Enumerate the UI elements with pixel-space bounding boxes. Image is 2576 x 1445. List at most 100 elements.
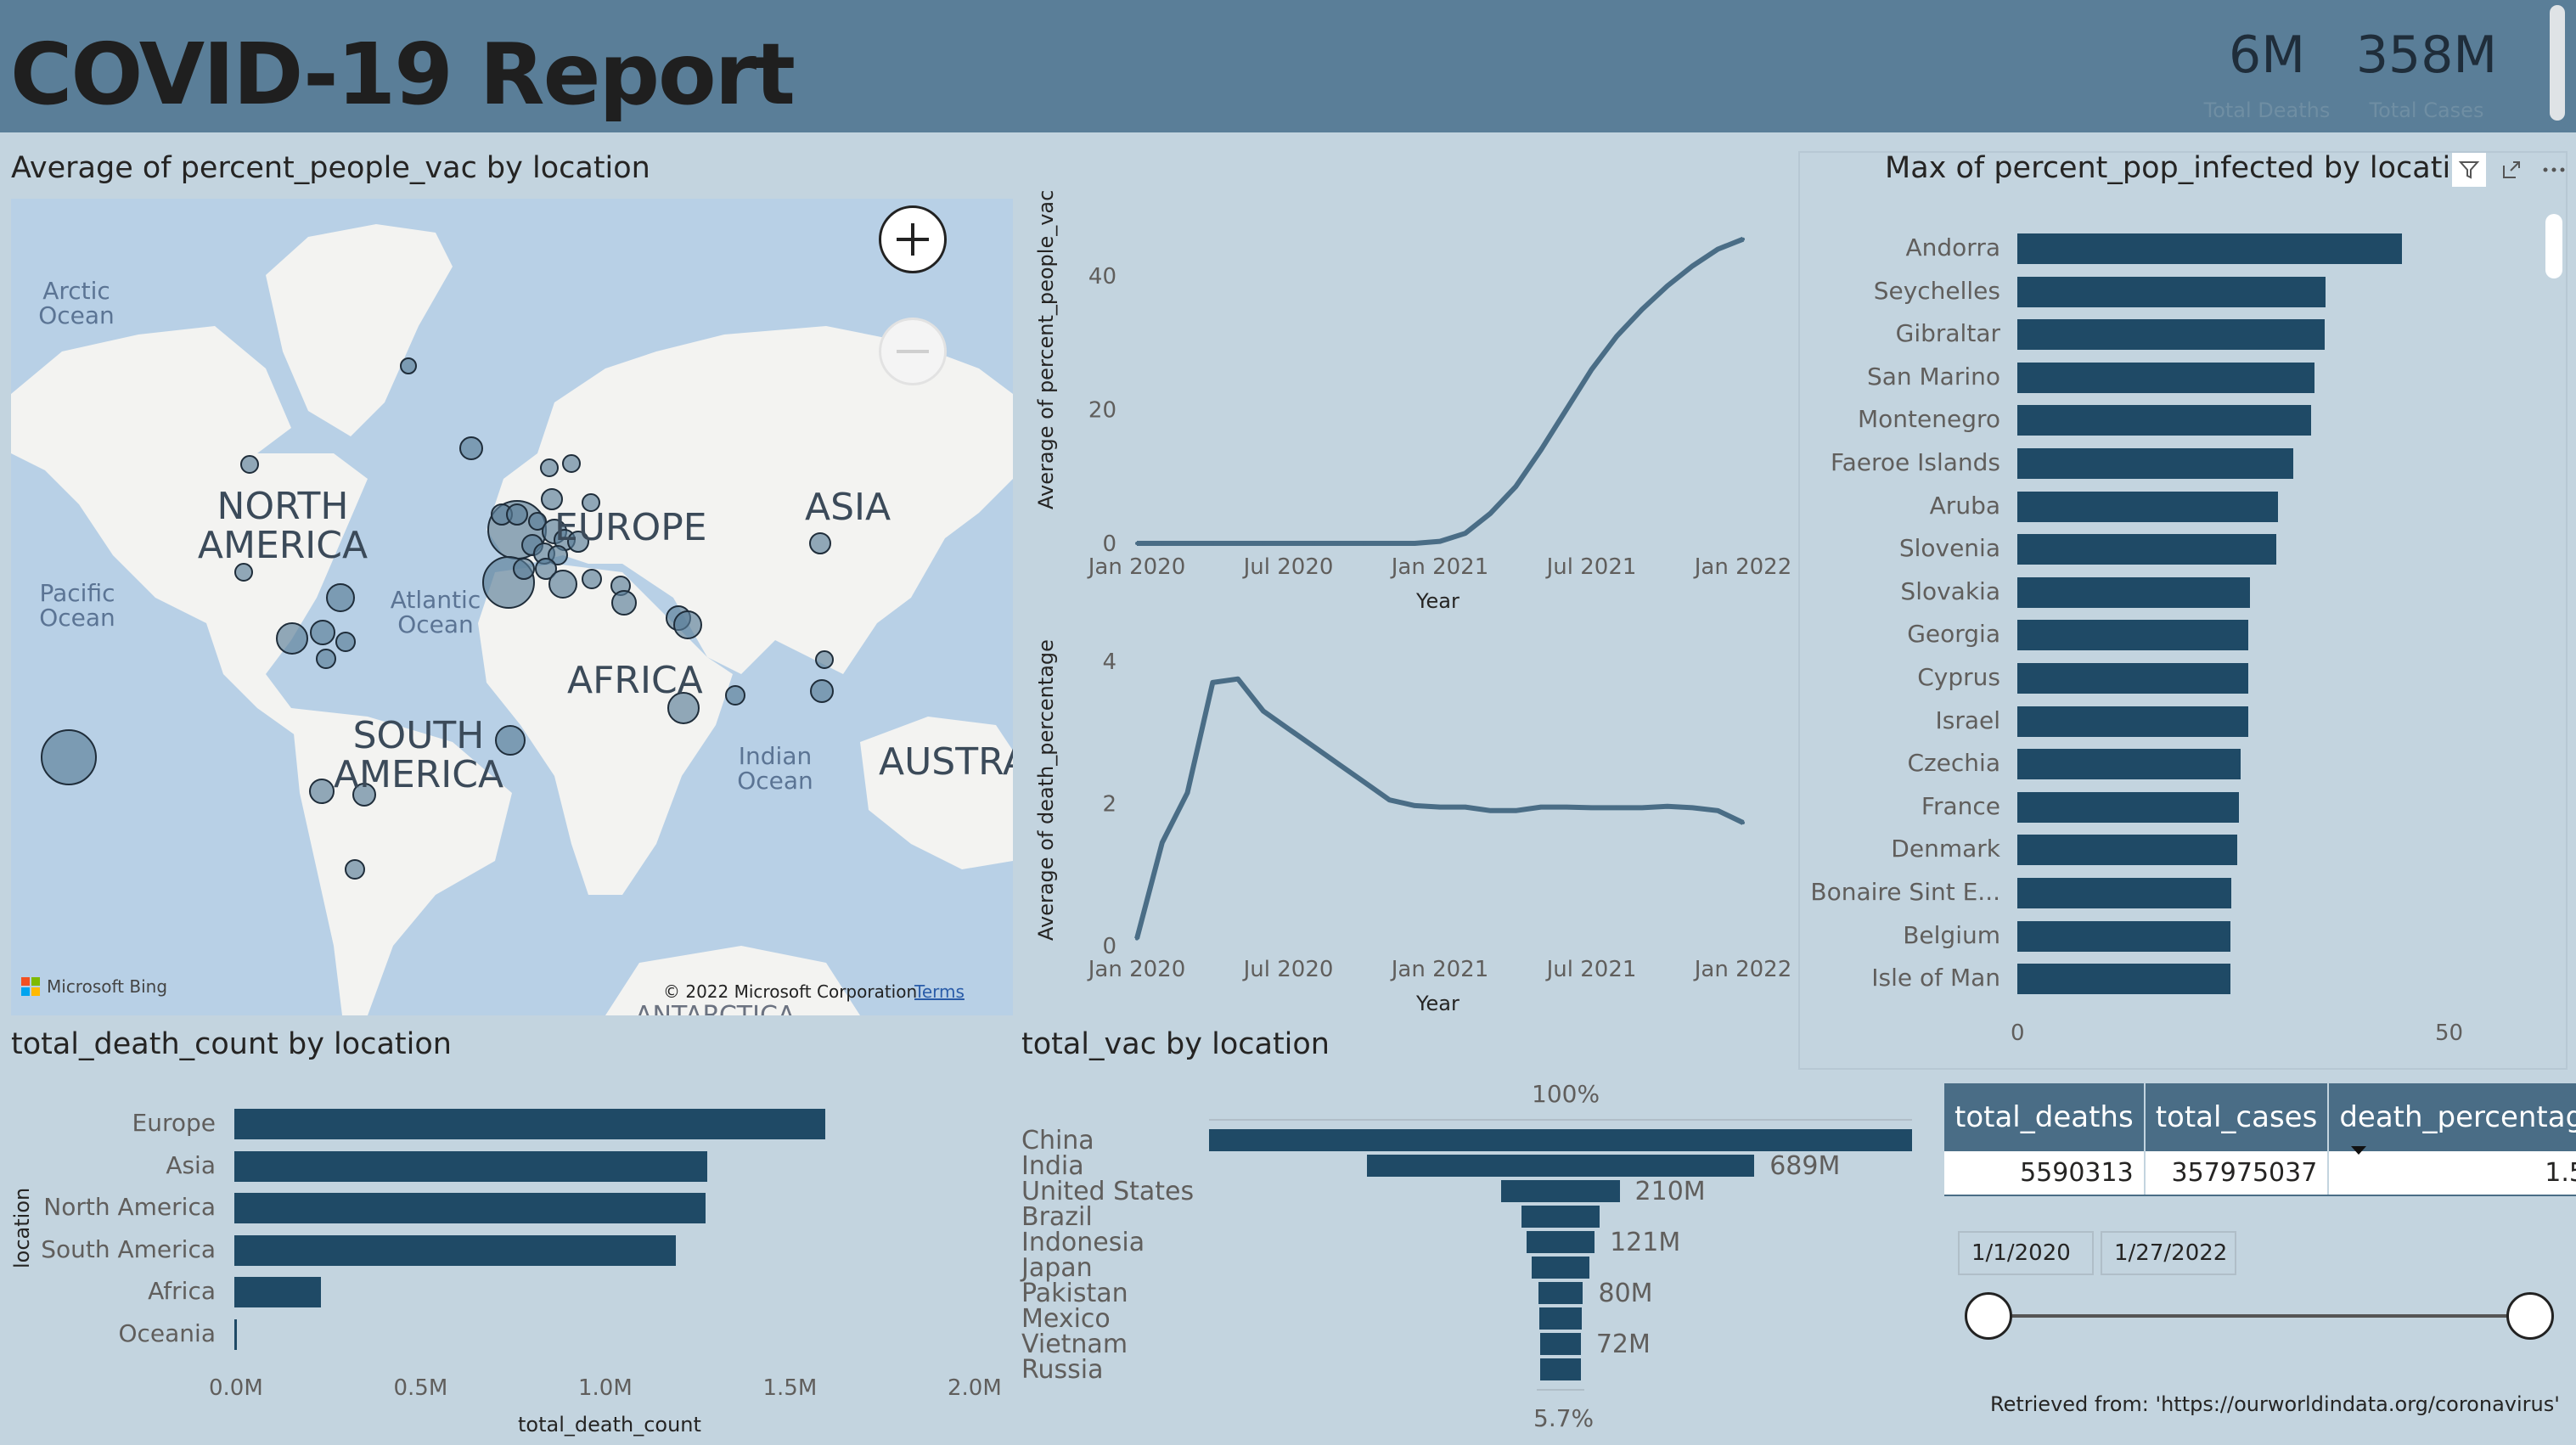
map-bubble bbox=[326, 583, 355, 612]
death-line-point bbox=[1716, 808, 1720, 812]
funnel-bar[interactable] bbox=[1366, 1155, 1755, 1177]
header-scrollbar[interactable] bbox=[2550, 5, 2565, 121]
infected-category-label: Bonaire Sint E... bbox=[1810, 878, 2000, 906]
vac-line-x-tick: Jul 2020 bbox=[1242, 554, 1334, 580]
infected-bar[interactable] bbox=[2017, 405, 2312, 436]
infected-bar[interactable] bbox=[2017, 362, 2315, 393]
vac-line-point bbox=[1564, 408, 1568, 412]
table-header-death-percentage[interactable]: death_percentage bbox=[2328, 1083, 2576, 1155]
date-slider-track[interactable] bbox=[1988, 1314, 2532, 1318]
table-header-total-cases[interactable]: total_cases bbox=[2144, 1083, 2330, 1151]
sort-descending-icon bbox=[2351, 1146, 2367, 1155]
vac-line-y-tick: 20 bbox=[1088, 398, 1116, 424]
infected-bar[interactable] bbox=[2017, 319, 2326, 351]
table-header-total-deaths[interactable]: total_deaths bbox=[1944, 1083, 2146, 1151]
death-count-bar[interactable] bbox=[234, 1234, 676, 1266]
end-date-input[interactable]: 1/27/2022 bbox=[2101, 1231, 2236, 1275]
label-atlantic-ocean: Atlantic Ocean bbox=[385, 588, 487, 638]
label-north-america: NORTH AMERICA bbox=[189, 487, 376, 565]
infected-bar[interactable] bbox=[2017, 534, 2276, 565]
death-line-point bbox=[1488, 808, 1493, 812]
map-bubble bbox=[316, 649, 336, 669]
funnel-data-label: 210M bbox=[1634, 1177, 1706, 1206]
funnel-top-line bbox=[1209, 1119, 1912, 1121]
filter-button[interactable] bbox=[2452, 153, 2486, 187]
map-bubble bbox=[535, 558, 557, 580]
vac-line-x-tick: Jan 2021 bbox=[1390, 554, 1489, 580]
infected-bar[interactable] bbox=[2017, 576, 2251, 608]
infected-bar[interactable] bbox=[2017, 964, 2230, 995]
infected-chart-scrollbar[interactable] bbox=[2545, 214, 2562, 278]
infected-bar[interactable] bbox=[2017, 749, 2241, 780]
start-date-input[interactable]: 1/1/2020 bbox=[1958, 1231, 2094, 1275]
zoom-in-button[interactable] bbox=[879, 205, 947, 273]
microsoft-logo-icon bbox=[21, 977, 40, 996]
map-bubble bbox=[810, 679, 834, 703]
death-count-bar[interactable] bbox=[234, 1150, 707, 1182]
label-asia: ASIA bbox=[805, 486, 891, 529]
expand-icon bbox=[2503, 161, 2520, 178]
map-bubble bbox=[459, 436, 483, 460]
funnel-bar[interactable] bbox=[1521, 1206, 1600, 1228]
funnel-bar[interactable] bbox=[1538, 1307, 1583, 1330]
terms-link[interactable]: Terms bbox=[914, 981, 965, 1002]
infected-bar[interactable] bbox=[2017, 706, 2249, 737]
death-line-point bbox=[1665, 804, 1669, 808]
vac-line-point bbox=[1211, 542, 1215, 545]
death-line-x-tick: Jan 2022 bbox=[1693, 957, 1792, 982]
map-bubble bbox=[541, 488, 563, 510]
map-bubble bbox=[400, 357, 417, 374]
label-north-america-line1: NORTH bbox=[217, 485, 349, 528]
death-line-point bbox=[1438, 805, 1442, 809]
infected-category-label: Andorra bbox=[1905, 233, 2001, 261]
infected-bar[interactable] bbox=[2017, 835, 2238, 866]
cell-total-deaths: 5590313 bbox=[1944, 1151, 2146, 1196]
funnel-bar[interactable] bbox=[1501, 1180, 1620, 1202]
map-bubble bbox=[725, 685, 745, 706]
date-slider-start-handle[interactable] bbox=[1965, 1292, 2012, 1340]
funnel-bar[interactable] bbox=[1532, 1257, 1589, 1279]
funnel-bar[interactable] bbox=[1209, 1129, 1912, 1151]
infected-bar[interactable] bbox=[2017, 233, 2403, 264]
funnel-category-label: China bbox=[1021, 1126, 1094, 1155]
zoom-out-button[interactable] bbox=[879, 318, 947, 385]
infected-bar[interactable] bbox=[2017, 791, 2240, 823]
death-count-bar[interactable] bbox=[234, 1318, 238, 1350]
infected-bar[interactable] bbox=[2017, 276, 2326, 307]
funnel-bar[interactable] bbox=[1526, 1231, 1595, 1253]
infected-category-label: Denmark bbox=[1891, 835, 2000, 863]
plus-icon bbox=[897, 223, 929, 256]
funnel-category-label: Mexico bbox=[1021, 1304, 1111, 1334]
death-count-bar[interactable] bbox=[234, 1193, 706, 1223]
funnel-top-label: 100% bbox=[1532, 1080, 1600, 1108]
infected-bar[interactable] bbox=[2017, 663, 2249, 694]
focus-mode-button[interactable] bbox=[2494, 153, 2528, 187]
more-options-button[interactable] bbox=[2537, 153, 2571, 187]
death-count-category-label: South America bbox=[41, 1234, 216, 1263]
vaccination-map[interactable]: NORTH AMERICA EUROPE ASIA AFRICA SOUTH A… bbox=[11, 199, 1013, 1015]
funnel-category-label: Brazil bbox=[1021, 1202, 1093, 1232]
death-count-x-tick: 1.5M bbox=[762, 1375, 818, 1401]
funnel-bar[interactable] bbox=[1540, 1333, 1581, 1355]
vac-line-point bbox=[1261, 542, 1265, 545]
infected-bar[interactable] bbox=[2017, 491, 2278, 522]
infected-category-label: Isle of Man bbox=[1871, 964, 2000, 992]
death-line-x-tick: Jul 2021 bbox=[1545, 957, 1637, 982]
infected-bar[interactable] bbox=[2017, 620, 2249, 651]
infected-bar[interactable] bbox=[2017, 448, 2293, 479]
landmass-africa bbox=[478, 564, 733, 895]
vac-line-point bbox=[1286, 542, 1291, 545]
funnel-bar[interactable] bbox=[1538, 1282, 1583, 1304]
death-count-x-tick: 0.5M bbox=[393, 1375, 448, 1401]
funnel-data-label: 689M bbox=[1769, 1151, 1841, 1181]
infected-bar[interactable] bbox=[2017, 920, 2230, 952]
infected-bar[interactable] bbox=[2017, 878, 2231, 908]
date-slider-end-handle[interactable] bbox=[2506, 1292, 2554, 1340]
death-count-bar[interactable] bbox=[234, 1277, 322, 1307]
death-count-bar[interactable] bbox=[234, 1109, 825, 1139]
death-line-point bbox=[1286, 727, 1291, 731]
funnel-bar[interactable] bbox=[1540, 1358, 1581, 1380]
infected-category-label: Aruba bbox=[1929, 491, 2000, 520]
map-bubble bbox=[234, 563, 253, 582]
map-bubble bbox=[528, 512, 547, 531]
